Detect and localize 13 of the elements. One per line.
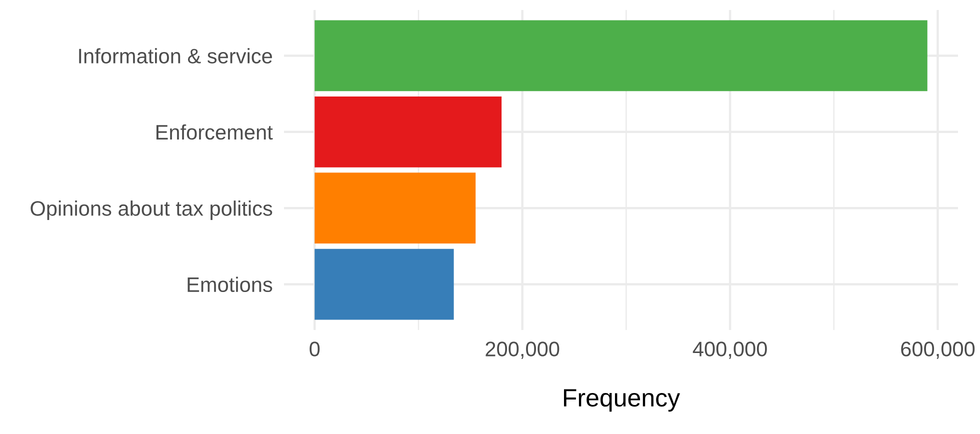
y-tick-label: Opinions about tax politics [30,200,272,220]
bar [314,172,476,244]
y-tick-label: Enforcement [156,124,273,140]
x-axis-title: Frequency [564,389,680,412]
x-tick-label: 600,000 [901,342,975,359]
bar [314,20,928,92]
x-tick-label: 400,000 [692,342,767,359]
y-tick-label: Emotions [188,276,272,292]
bar [314,248,454,320]
bar [314,96,502,168]
x-tick-label: 200,000 [486,342,560,359]
x-tick-label: 0 [310,342,320,356]
y-tick-label: Information & service [79,48,272,64]
